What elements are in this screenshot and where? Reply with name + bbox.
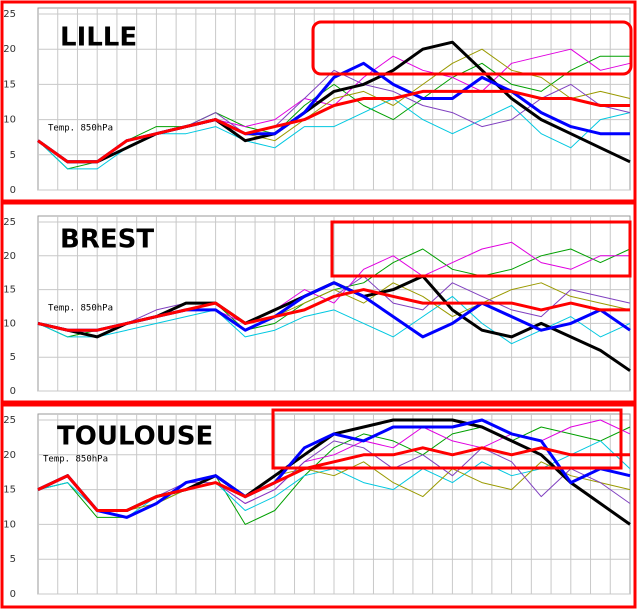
annotation: Temp. 850hPa [48, 124, 113, 134]
highlight-box [330, 220, 632, 278]
y-tick-label: 15 [3, 485, 16, 496]
panel-border [0, 403, 637, 609]
y-tick-label: 15 [3, 79, 16, 90]
series-line [37, 446, 630, 512]
highlight-box [271, 408, 623, 470]
y-tick-label: 25 [3, 217, 16, 228]
series-line [37, 288, 630, 332]
y-tick-label: 20 [3, 44, 16, 55]
chart-title: BREST [60, 225, 154, 255]
y-tick-label: 0 [10, 185, 16, 196]
y-tick-label: 0 [10, 386, 16, 397]
series-line [37, 55, 630, 170]
y-tick-label: 10 [3, 318, 16, 329]
series-line [37, 461, 631, 511]
y-tick-label: 15 [3, 285, 16, 296]
series-line [37, 40, 631, 164]
y-tick-label: 0 [10, 589, 16, 600]
y-tick-label: 25 [3, 415, 16, 426]
series-line [37, 295, 631, 345]
y-tick-label: 5 [10, 352, 16, 363]
y-tick-label: 5 [10, 150, 16, 161]
y-tick-label: 20 [3, 251, 16, 262]
y-tick-label: 5 [10, 554, 16, 565]
series-line [37, 418, 631, 519]
chart-title: TOULOUSE [57, 422, 213, 452]
y-tick-label: 25 [3, 9, 16, 20]
annotation: Temp. 850hPa [43, 455, 108, 465]
y-tick-label: 20 [3, 450, 16, 461]
chart-title: LILLE [60, 23, 137, 53]
series-line [37, 89, 630, 164]
y-tick-label: 10 [3, 519, 16, 530]
y-tick-label: 10 [3, 115, 16, 126]
panel-border [0, 201, 637, 404]
highlight-box [311, 20, 633, 76]
panel-border [0, 0, 637, 203]
annotation: Temp. 850hPa [48, 304, 113, 314]
